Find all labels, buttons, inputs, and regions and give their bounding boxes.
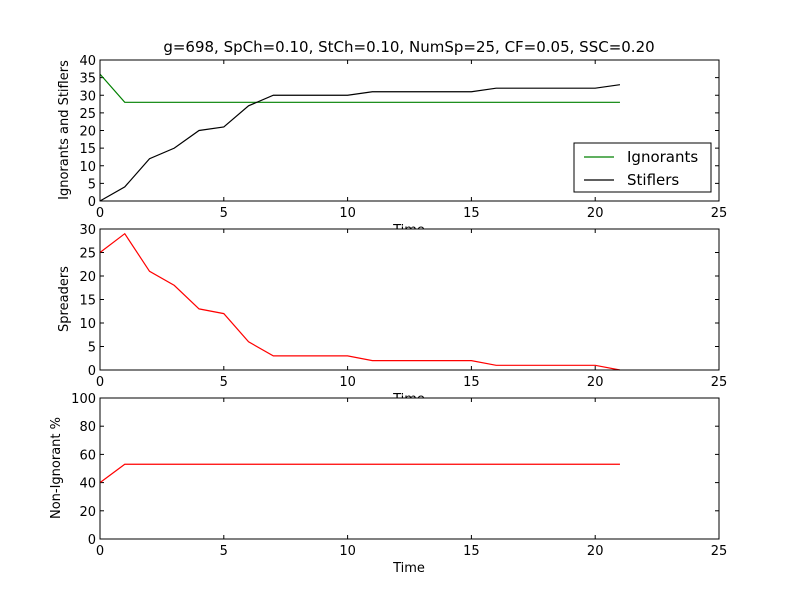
x-tick-label: 5 <box>220 206 228 221</box>
plot-frame <box>99 397 720 540</box>
x-tick-label: 25 <box>711 544 728 559</box>
y-tick-label: 0 <box>88 195 96 210</box>
legend-label-ignorants: Ignorants <box>627 148 698 166</box>
x-tick-label: 15 <box>463 544 480 559</box>
y-tick-label: 60 <box>79 448 96 463</box>
series-0-line <box>99 463 620 484</box>
y-tick-label: 10 <box>79 317 96 332</box>
series-0-line <box>99 232 621 371</box>
series-lines <box>99 73 621 202</box>
y-tick-label: 25 <box>79 107 96 122</box>
non-ignorant-panel: 0 5 10 15 20 25 0 20 40 60 80 100 Time Non-Ignorant… <box>49 392 727 576</box>
chart-title: g=698, SpCh=0.10, StCh=0.10, NumSp=25, C… <box>163 38 654 56</box>
y-tick-label: 100 <box>71 392 96 407</box>
plot-area-background <box>100 229 719 370</box>
y-tick-label: 15 <box>79 294 96 309</box>
y-tick-label: 20 <box>79 125 96 140</box>
y-tick-label: 30 <box>79 89 96 104</box>
legend-label-stiflers: Stiflers <box>627 171 679 189</box>
series-lines <box>99 463 620 484</box>
y-tick-label: 20 <box>79 270 96 285</box>
plot-area-background <box>100 398 719 539</box>
y-tick-label: 0 <box>88 533 96 548</box>
series-lines <box>99 232 621 371</box>
plot-frame <box>99 228 720 371</box>
y-tick-label: 35 <box>79 72 96 87</box>
x-axis-label: Time <box>392 561 425 576</box>
x-tick-label: 0 <box>96 206 104 221</box>
y-tick-label: 40 <box>79 477 96 492</box>
legend: Ignorants Stiflers <box>573 142 712 193</box>
ignorants-line <box>99 73 620 103</box>
y-axis-label: Non-Ignorant % <box>49 417 64 519</box>
y-axis-label: Spreaders <box>57 266 72 332</box>
x-tick-label: 15 <box>463 206 480 221</box>
x-tick-label: 20 <box>587 544 604 559</box>
x-tick-label: 0 <box>96 544 104 559</box>
y-tick-label: 15 <box>79 142 96 157</box>
x-tick-label: 25 <box>711 375 728 390</box>
y-tick-label: 30 <box>79 223 96 238</box>
y-tick-label: 5 <box>88 177 96 192</box>
y-tick-label: 25 <box>79 247 96 262</box>
axis-ticks: 0 5 10 15 20 25 0 5 10 15 20 25 30 <box>79 223 727 390</box>
y-tick-label: 80 <box>79 420 96 435</box>
stiflers-line <box>99 84 621 202</box>
x-tick-label: 10 <box>339 375 356 390</box>
x-tick-label: 20 <box>587 206 604 221</box>
y-axis-label: Ignorants and Stiflers <box>57 60 72 200</box>
x-tick-label: 5 <box>220 544 228 559</box>
y-tick-label: 5 <box>88 341 96 356</box>
x-tick-label: 20 <box>587 375 604 390</box>
x-tick-label: 0 <box>96 375 104 390</box>
plot-frame <box>99 59 720 202</box>
x-tick-label: 10 <box>339 206 356 221</box>
x-tick-label: 10 <box>339 544 356 559</box>
y-tick-label: 40 <box>79 54 96 69</box>
x-tick-label: 5 <box>220 375 228 390</box>
ignorants-stiflers-panel: g=698, SpCh=0.10, StCh=0.10, NumSp=25, C… <box>57 38 727 238</box>
x-tick-label: 15 <box>463 375 480 390</box>
y-tick-label: 10 <box>79 160 96 175</box>
y-tick-label: 20 <box>79 505 96 520</box>
x-tick-label: 25 <box>711 206 728 221</box>
y-tick-label: 0 <box>88 364 96 379</box>
legend-box <box>573 142 712 193</box>
